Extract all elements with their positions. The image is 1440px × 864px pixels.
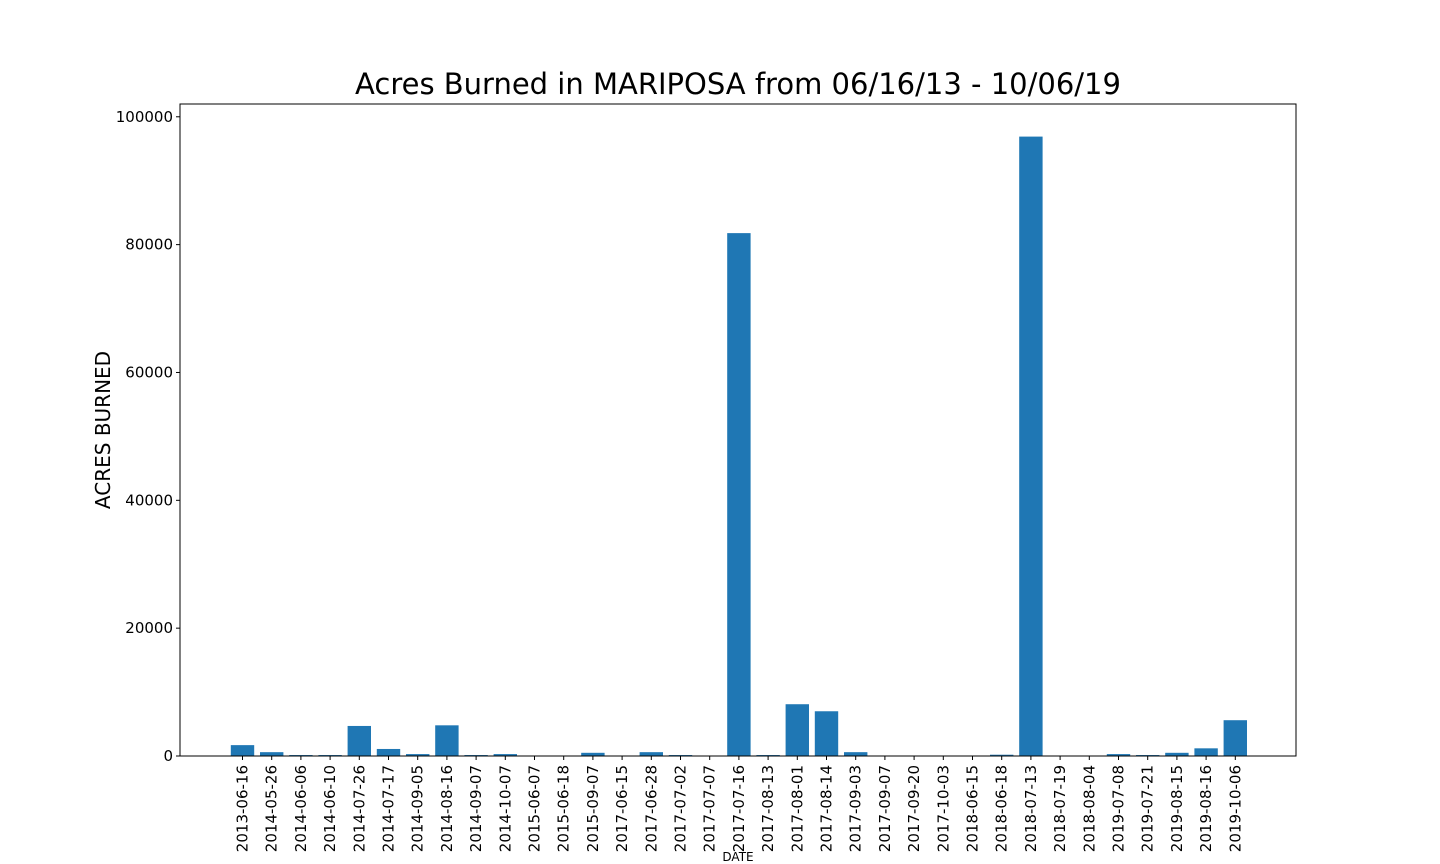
y-tick-label: 60000 — [125, 363, 173, 381]
x-tick-label-2018-07-13: 2018-07-13 — [1022, 765, 1040, 852]
y-tick-label: 0 — [163, 747, 173, 765]
x-tick-label-2015-09-07: 2015-09-07 — [584, 765, 602, 852]
x-tick-label-2014-06-06: 2014-06-06 — [292, 765, 310, 852]
x-tick-label-2019-08-15: 2019-08-15 — [1168, 765, 1186, 852]
x-tick-label-2017-09-03: 2017-09-03 — [847, 765, 865, 852]
x-tick-label-2017-07-07: 2017-07-07 — [701, 765, 719, 852]
bar-2019-07-08 — [1106, 754, 1131, 756]
bar-2017-06-28 — [639, 752, 663, 756]
x-tick-label-2015-06-18: 2015-06-18 — [555, 765, 573, 852]
x-axis-label: DATE — [722, 850, 753, 864]
x-tick-label-2019-07-21: 2019-07-21 — [1139, 765, 1157, 852]
y-tick-label: 40000 — [125, 491, 173, 509]
x-tick-label-2019-10-06: 2019-10-06 — [1226, 765, 1244, 852]
x-tick-label-2017-06-28: 2017-06-28 — [642, 765, 660, 852]
bar-2014-08-16 — [435, 725, 459, 756]
y-tick-label: 100000 — [116, 108, 173, 126]
x-tick-label-2014-10-07: 2014-10-07 — [496, 765, 514, 852]
x-tick-label-2014-07-26: 2014-07-26 — [350, 765, 368, 852]
x-tick-label-2019-08-16: 2019-08-16 — [1197, 765, 1215, 852]
bar-2014-09-05 — [406, 754, 430, 756]
x-tick-label-2014-06-10: 2014-06-10 — [321, 765, 339, 852]
x-tick-label-2017-10-03: 2017-10-03 — [934, 765, 952, 852]
bar-2019-08-15 — [1165, 752, 1189, 756]
bar-2018-07-13 — [1019, 136, 1043, 757]
x-tick-label-2018-06-15: 2018-06-15 — [964, 765, 982, 852]
x-tick-label-2018-08-04: 2018-08-04 — [1080, 765, 1098, 852]
x-tick-label-2019-07-08: 2019-07-08 — [1110, 765, 1128, 852]
x-axis-ticks: 2013-06-16 2014-05-26 2014-06-06 2014-06-10… — [234, 756, 1244, 852]
y-axis-label: ACRES BURNED — [91, 351, 115, 509]
y-tick-label: 80000 — [125, 236, 173, 254]
x-tick-label-2017-08-01: 2017-08-01 — [788, 765, 806, 852]
x-tick-label-2018-06-18: 2018-06-18 — [993, 765, 1011, 852]
bar-2019-10-06 — [1223, 720, 1247, 756]
x-tick-label-2015-06-07: 2015-06-07 — [526, 765, 544, 852]
bar-2017-08-01 — [785, 704, 809, 756]
bar-2013-06-16 — [230, 745, 255, 756]
y-axis-ticks: 0 20000 40000 60000 80000 100000 — [116, 108, 180, 765]
y-tick-label: 20000 — [125, 619, 173, 637]
bar-2014-07-26 — [347, 725, 371, 756]
bars-group — [230, 136, 1247, 757]
bar-2015-09-07 — [581, 752, 605, 756]
x-tick-label-2014-07-17: 2014-07-17 — [380, 765, 398, 852]
bar-2019-08-16 — [1194, 748, 1218, 756]
x-tick-label-2014-09-07: 2014-09-07 — [467, 765, 485, 852]
bar-2014-07-17 — [376, 748, 401, 756]
plot-frame — [179, 103, 1297, 757]
bar-2018-06-18 — [990, 754, 1014, 756]
x-tick-label-2017-09-07: 2017-09-07 — [876, 765, 894, 852]
x-tick-label-2017-09-20: 2017-09-20 — [905, 765, 923, 852]
x-tick-label-2014-05-26: 2014-05-26 — [263, 765, 281, 852]
chart-title: Acres Burned in MARIPOSA from 06/16/13 -… — [355, 67, 1121, 101]
x-tick-label-2017-07-02: 2017-07-02 — [672, 765, 690, 852]
x-tick-label-2017-08-14: 2017-08-14 — [818, 765, 836, 852]
x-tick-label-2017-08-13: 2017-08-13 — [759, 765, 777, 852]
bar-2017-09-03 — [844, 752, 868, 756]
x-tick-label-2014-09-05: 2014-09-05 — [409, 765, 427, 852]
x-tick-label-2017-06-15: 2017-06-15 — [613, 765, 631, 852]
x-tick-label-2014-08-16: 2014-08-16 — [438, 765, 456, 852]
bar-2014-10-07 — [493, 754, 517, 756]
bar-2017-07-16 — [727, 233, 751, 756]
x-tick-label-2013-06-16: 2013-06-16 — [234, 765, 252, 852]
x-tick-label-2018-07-19: 2018-07-19 — [1051, 765, 1069, 852]
x-tick-label-2017-07-16: 2017-07-16 — [730, 765, 748, 852]
bar-2017-08-14 — [814, 711, 839, 756]
bar-2014-05-26 — [260, 752, 284, 756]
